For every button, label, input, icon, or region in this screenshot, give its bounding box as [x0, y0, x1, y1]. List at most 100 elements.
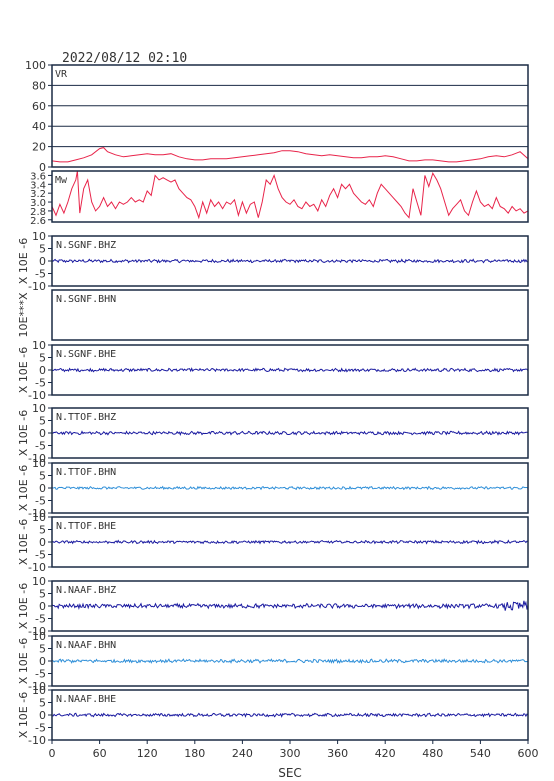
station-y-tick-label: 10: [32, 575, 46, 588]
station-y-tick-label: -5: [35, 377, 46, 390]
station-y-axis-label: X 10E -6: [17, 583, 30, 629]
x-tick-label: 180: [184, 747, 205, 760]
station-frame: [51, 344, 529, 396]
x-tick-label: 240: [232, 747, 253, 760]
x-tick-label: 540: [470, 747, 491, 760]
mw-y-tick-label: 3.6: [30, 171, 46, 182]
mw-series-line: [51, 170, 529, 220]
header-datetime: 2022/08/12 02:10: [62, 51, 187, 66]
station-y-tick-label: 0: [39, 255, 46, 268]
mw-y-tick-label: 3.0: [30, 198, 46, 209]
station-y-tick-label: 10: [32, 339, 46, 352]
mw-y-tick-label: 3.2: [30, 189, 46, 200]
station-y-tick-label: -5: [35, 722, 46, 735]
station-y-tick-label: -10: [28, 452, 46, 465]
station-y-tick-label: -5: [35, 668, 46, 681]
x-tick-label: 360: [327, 747, 348, 760]
station-y-tick-label: 5: [39, 588, 46, 601]
vr-series-line: [51, 147, 529, 163]
station-waveform: [51, 367, 529, 373]
x-tick-label: 480: [422, 747, 443, 760]
station-y-tick-label: -5: [35, 549, 46, 562]
station-y-axis-label: 10E***X: [17, 292, 30, 337]
mw-panel: 2.62.83.03.23.43.6 Mw: [30, 170, 529, 227]
station-y-tick-label: -10: [28, 280, 46, 293]
station-waveform: [51, 600, 529, 611]
x-tick-label: 300: [280, 747, 301, 760]
station-label: N.SGNF.BHN: [56, 294, 116, 305]
station-label: N.TTOF.BHZ: [56, 412, 116, 423]
station-frame: [51, 235, 529, 287]
station-y-tick-label: 5: [39, 524, 46, 537]
station-y-axis-label: X 10E -6: [17, 410, 30, 456]
mw-label: Mw: [55, 175, 68, 186]
station-y-tick-label: -10: [28, 625, 46, 638]
station-y-axis-label: X 10E -6: [17, 692, 30, 738]
station-frame: [51, 407, 529, 459]
station-y-axis-label: X 10E -6: [17, 238, 30, 284]
station-waveform: [51, 712, 529, 718]
station-y-tick-label: 0: [39, 600, 46, 613]
vr-label: VR: [55, 69, 68, 80]
station-y-tick-label: 5: [39, 243, 46, 256]
station-y-tick-label: 0: [39, 709, 46, 722]
station-frame: [51, 635, 529, 687]
vr-panel: 0 20 40 60 80 100 VR: [25, 59, 529, 174]
station-y-tick-label: -10: [28, 561, 46, 574]
mw-frame: [51, 170, 529, 223]
x-tick-label: 60: [93, 747, 107, 760]
station-label: N.SGNF.BHE: [56, 349, 116, 360]
station-waveform: [51, 485, 529, 491]
station-label: N.TTOF.BHN: [56, 467, 116, 478]
station-waveform: [51, 430, 529, 436]
station-y-tick-label: -5: [35, 268, 46, 281]
station-y-tick-label: 0: [39, 427, 46, 440]
station-waveform: [51, 658, 529, 665]
station-label: N.NAAF.BHN: [56, 640, 116, 651]
station-frame: [51, 462, 529, 514]
vr-y-tick-label: 60: [32, 100, 46, 113]
station-y-tick-label: 0: [39, 536, 46, 549]
vr-y-tick-label: 100: [25, 59, 46, 72]
station-y-tick-label: 10: [32, 684, 46, 697]
station-y-tick-label: 10: [32, 630, 46, 643]
station-frame: [51, 580, 529, 632]
station-y-tick-label: -5: [35, 613, 46, 626]
station-frame: [51, 289, 529, 341]
station-y-axis-label: X 10E -6: [17, 519, 30, 565]
vr-y-tick-label: 80: [32, 79, 46, 92]
mw-y-tick-label: 3.4: [30, 180, 46, 191]
station-waveform: [51, 258, 529, 264]
station-label: N.SGNF.BHZ: [56, 240, 116, 251]
station-y-tick-label: 5: [39, 470, 46, 483]
x-axis: 0 60 120 180 240 300 360 420 480 540 600: [49, 740, 539, 760]
x-tick-label: 420: [375, 747, 396, 760]
station-y-tick-label: 5: [39, 643, 46, 656]
station-y-tick-label: -5: [35, 440, 46, 453]
x-tick-label: 0: [49, 747, 56, 760]
mw-y-tick-label: 2.6: [30, 216, 46, 227]
station-y-tick-label: -10: [28, 507, 46, 520]
station-y-tick-label: -10: [28, 734, 46, 747]
station-y-tick-label: -5: [35, 495, 46, 508]
station-y-axis-label: X 10E -6: [17, 465, 30, 511]
x-axis-label: SEC: [278, 766, 302, 780]
station-y-tick-label: 0: [39, 364, 46, 377]
vr-y-tick-label: 0: [39, 161, 46, 174]
station-frame: [51, 516, 529, 568]
station-y-axis-label: X 10E -6: [17, 347, 30, 393]
station-label: N.TTOF.BHE: [56, 521, 116, 532]
station-y-tick-label: 10: [32, 511, 46, 524]
station-y-tick-label: -10: [28, 389, 46, 402]
station-y-tick-label: 5: [39, 415, 46, 428]
